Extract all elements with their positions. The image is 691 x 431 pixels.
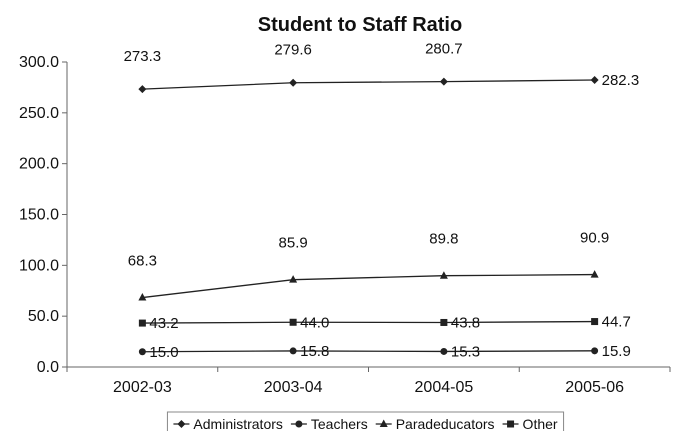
series-line-administrators: [142, 79, 595, 90]
data-point-administrators: [138, 85, 147, 94]
y-tick-label: 250.0: [19, 105, 59, 122]
series-line-teachers: [142, 350, 595, 353]
data-point-teachers: [440, 347, 448, 355]
legend-item-administrators: Administrators: [173, 416, 283, 431]
series-line-paradeducators: [142, 273, 595, 299]
y-tick-label: 0.0: [37, 359, 59, 376]
data-label-paradeducators: 85.9: [279, 235, 308, 252]
legend-item-other: Other: [502, 416, 558, 431]
y-tick-label: 100.0: [19, 257, 59, 274]
legend-item-paradeducators: Paradeducators: [375, 416, 495, 431]
y-tick-label: 300.0: [19, 54, 59, 71]
x-tick-label: 2005-06: [565, 379, 624, 396]
data-point-other: [289, 318, 297, 326]
x-tick-label: 2004-05: [415, 379, 474, 396]
data-label-teachers: 15.9: [602, 343, 631, 360]
y-tick-label: 50.0: [28, 308, 59, 325]
legend-item-teachers: Teachers: [290, 416, 368, 431]
data-label-paradeducators: 90.9: [580, 230, 609, 247]
x-tick-label: 2003-04: [264, 379, 323, 396]
data-label-administrators: 280.7: [425, 41, 463, 58]
data-label-administrators: 279.6: [274, 42, 312, 59]
data-point-paradeducators: [138, 293, 147, 301]
data-point-other: [440, 318, 448, 326]
x-tick-label: 2002-03: [113, 379, 172, 396]
data-label-administrators: 282.3: [602, 72, 640, 89]
legend-label: Paradeducators: [396, 416, 495, 431]
chart-title: Student to Staff Ratio: [258, 14, 462, 36]
data-label-teachers: 15.0: [149, 344, 178, 361]
data-label-other: 44.0: [300, 314, 329, 331]
legend-box: [166, 411, 565, 431]
data-label-other: 43.2: [149, 315, 178, 332]
legend-label: Other: [523, 416, 558, 431]
data-labels: 273.3 279.6 280.7 282.3 15.0 15.8 15.3 15.9 68.3…: [124, 41, 640, 361]
legend-marker: [295, 420, 303, 428]
legend-marker: [177, 420, 186, 428]
series-line-other: [142, 320, 595, 324]
data-point-administrators: [590, 75, 599, 84]
legend-marker: [379, 419, 388, 427]
data-point-teachers: [591, 347, 599, 355]
y-tick-label: 150.0: [19, 207, 59, 224]
axes: 0.0 50.0 100.0 150.0 200.0 250.0 300.0 2002-03 2…: [19, 54, 671, 396]
data-label-paradeducators: 89.8: [429, 231, 458, 248]
data-point-administrators: [439, 77, 448, 86]
data-label-administrators: 273.3: [124, 48, 162, 65]
data-point-teachers: [289, 347, 297, 355]
data-point-paradeducators: [590, 270, 599, 278]
data-label-teachers: 15.8: [300, 343, 329, 360]
data-point-teachers: [138, 348, 146, 356]
data-point-other: [591, 318, 599, 326]
data-label-teachers: 15.3: [451, 343, 480, 360]
data-label-other: 44.7: [602, 314, 631, 331]
y-tick-label: 200.0: [19, 156, 59, 173]
legend-label: Teachers: [311, 416, 368, 431]
series-group: [138, 75, 599, 356]
data-point-paradeducators: [289, 275, 298, 283]
data-point-administrators: [289, 78, 298, 87]
data-label-paradeducators: 68.3: [128, 253, 157, 270]
data-label-other: 43.8: [451, 314, 480, 331]
data-point-paradeducators: [439, 271, 448, 279]
legend-label: Administrators: [193, 416, 282, 431]
data-point-other: [138, 319, 146, 327]
legend: Administrators Teachers Paradeducators Othe…: [166, 411, 565, 431]
legend-marker: [507, 420, 515, 428]
